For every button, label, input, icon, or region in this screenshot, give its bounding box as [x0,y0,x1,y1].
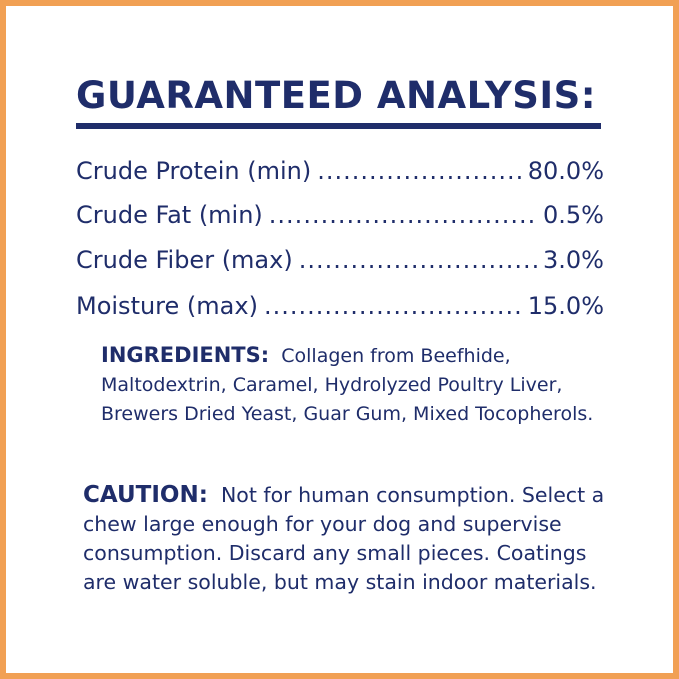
title-underline [76,123,601,129]
dot-leader [269,201,537,229]
dot-leader [264,292,522,320]
analysis-value: 3.0% [543,246,604,274]
analysis-row: Moisture (max) 15.0% [76,292,604,320]
analysis-label: Crude Protein (min) [76,157,312,185]
ingredients-block: INGREDIENTS: Collagen from Beefhide, Mal… [101,341,601,429]
analysis-label: Crude Fat (min) [76,201,263,229]
ingredients-heading: INGREDIENTS: [101,343,270,367]
analysis-label: Moisture (max) [76,292,258,320]
dot-leader [299,246,537,274]
caution-heading: CAUTION: [83,482,208,508]
analysis-label: Crude Fiber (max) [76,246,293,274]
analysis-value: 15.0% [527,292,604,320]
dot-leader [317,157,522,185]
analysis-value: 0.5% [543,201,604,229]
guaranteed-analysis-title: GUARANTEED ANALYSIS: [76,74,597,117]
analysis-row: Crude Protein (min) 80.0% [76,157,604,185]
analysis-value: 80.0% [527,157,604,185]
analysis-row: Crude Fiber (max) 3.0% [76,246,604,274]
ingredients-text: Collagen from Beefhide, Maltodextrin, Ca… [101,345,594,425]
caution-block: CAUTION: Not for human consumption. Sele… [83,481,623,597]
analysis-row: Crude Fat (min) 0.5% [76,201,604,229]
caution-text: Not for human consumption. Select a chew… [83,483,605,594]
